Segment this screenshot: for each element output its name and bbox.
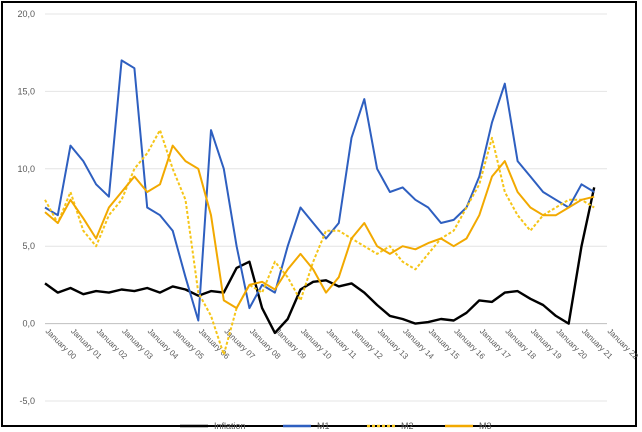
series-lines	[44, 59, 596, 356]
y-tick-label: 20,0	[17, 9, 35, 19]
y-tick-label: 5,0	[22, 241, 35, 251]
series-line-m3	[44, 144, 595, 310]
y-tick-label: 0,0	[22, 319, 35, 329]
gridlines	[45, 13, 607, 402]
legend-label: M3	[479, 421, 492, 431]
y-axis-ticks: 20,0 15,0 10,0 5,0 0,0 -5,0	[17, 9, 35, 406]
legend-label: M1	[317, 421, 330, 431]
series-line-m2	[44, 129, 595, 356]
legend-label: M2	[401, 421, 414, 431]
y-tick-label: 10,0	[17, 164, 35, 174]
y-tick-label: 15,0	[17, 86, 35, 96]
legend: Inflation M1 M2 M3	[180, 421, 492, 431]
series-line-m1	[44, 59, 595, 322]
y-tick-label: -5,0	[19, 396, 35, 406]
legend-label: Inflation	[214, 421, 246, 431]
series-line-inflation	[44, 187, 596, 335]
